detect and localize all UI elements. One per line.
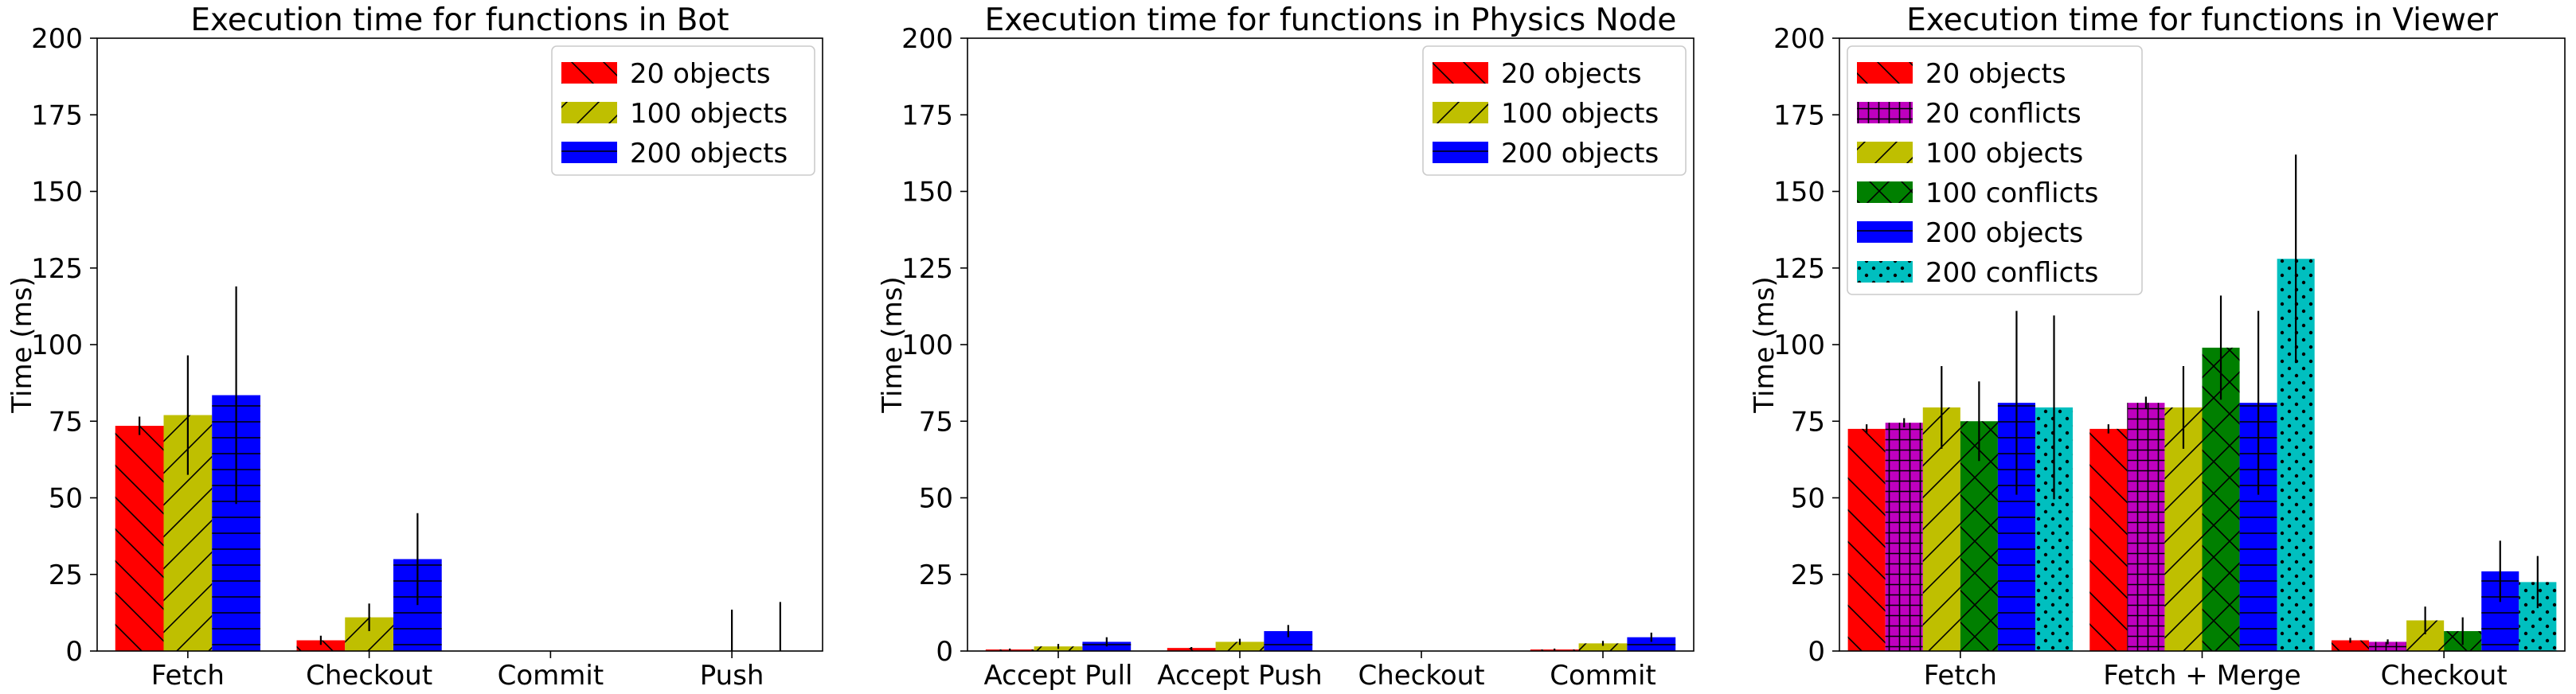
chart-title: Execution time for functions in Viewer xyxy=(1906,2,2499,38)
legend-swatch-hatch xyxy=(1433,142,1488,163)
legend-swatch-hatch xyxy=(1857,181,1913,203)
y-tick-label: 50 xyxy=(919,483,953,515)
chart-panel-3: Execution time for functions in Viewer Ti… xyxy=(1749,2,2566,692)
y-tick-label: 125 xyxy=(901,253,953,285)
x-tick-label: Accept Pull xyxy=(983,660,1132,692)
y-tick-label: 25 xyxy=(49,559,83,591)
y-tick-label: 175 xyxy=(901,99,953,131)
y-tick-label: 0 xyxy=(65,636,83,668)
legend-swatch-hatch xyxy=(1433,62,1488,84)
y-tick-label: 100 xyxy=(31,329,83,361)
chart-title: Execution time for functions in Physics … xyxy=(985,2,1677,38)
y-tick-label: 200 xyxy=(1773,23,1825,55)
bar-fetch-20-objects-hatch xyxy=(115,426,164,651)
legend: 20 objects 100 objects 200 objects xyxy=(551,45,815,176)
legend-swatch-hatch xyxy=(1857,102,1913,123)
bar-accept-push-20-objects-hatch xyxy=(1167,648,1216,651)
y-tick-label: 50 xyxy=(49,483,83,515)
y-tick-label: 75 xyxy=(49,406,83,438)
legend-swatch-hatch xyxy=(1433,102,1488,123)
x-tick-label: Fetch + Merge xyxy=(2103,660,2300,692)
chart-panel-2: Execution time for functions in Physics … xyxy=(877,2,1695,692)
y-tick-label: 75 xyxy=(919,406,953,438)
y-tick-label: 75 xyxy=(1791,406,1825,438)
y-tick-label: 150 xyxy=(901,177,953,209)
y-tick-label: 125 xyxy=(1773,253,1825,285)
legend-label: 200 conflicts xyxy=(1925,257,2098,289)
legend-box xyxy=(551,45,815,176)
y-tick-label: 100 xyxy=(1773,329,1825,361)
x-tick-label: Push xyxy=(700,660,764,692)
x-tick-label: Commit xyxy=(498,660,604,692)
bar-fetch-20-conflicts-hatch xyxy=(1885,423,1923,651)
y-tick-label: 200 xyxy=(901,23,953,55)
x-tick-label: Fetch xyxy=(151,660,225,692)
legend-swatch-hatch xyxy=(1857,221,1913,243)
legend-label: 20 objects xyxy=(1501,58,1642,90)
bar-checkout-20-objects-hatch xyxy=(296,640,346,651)
bar-fetch-merge-20-conflicts-hatch xyxy=(2127,403,2165,651)
x-tick-label: Checkout xyxy=(306,660,432,692)
y-tick-label: 0 xyxy=(936,636,953,668)
y-tick-label: 200 xyxy=(31,23,83,55)
legend-label: 100 objects xyxy=(1925,138,2083,170)
legend-label: 20 objects xyxy=(1925,58,2066,90)
legend-label: 20 objects xyxy=(630,58,771,90)
y-tick-label: 50 xyxy=(1791,483,1825,515)
legend-label: 100 objects xyxy=(630,98,788,130)
y-axis-label: Time (ms) xyxy=(877,276,909,413)
y-axis-label: Time (ms) xyxy=(6,276,38,413)
legend-swatch-hatch xyxy=(561,102,617,123)
legend-label: 20 conflicts xyxy=(1925,98,2082,130)
y-tick-label: 150 xyxy=(1773,177,1825,209)
legend: 20 objects 20 conflicts 100 objects 100 con… xyxy=(1847,45,2143,295)
legend-swatch-hatch xyxy=(1857,142,1913,163)
legend-swatch-hatch xyxy=(1857,261,1913,283)
legend-box xyxy=(1847,45,2143,295)
legend-label: 100 objects xyxy=(1501,98,1659,130)
y-tick-label: 0 xyxy=(1808,636,1825,668)
y-tick-label: 175 xyxy=(31,99,83,131)
y-tick-label: 125 xyxy=(31,253,83,285)
y-tick-label: 150 xyxy=(31,177,83,209)
x-tick-label: Fetch xyxy=(1924,660,1997,692)
x-tick-label: Commit xyxy=(1550,660,1656,692)
y-tick-label: 100 xyxy=(901,329,953,361)
legend-box xyxy=(1422,45,1687,176)
y-tick-label: 25 xyxy=(1791,559,1825,591)
x-tick-label: Checkout xyxy=(2381,660,2508,692)
bar-checkout-20-objects-hatch xyxy=(2331,640,2370,651)
bar-commit-200-objects-hatch xyxy=(1627,637,1676,651)
legend: 20 objects 100 objects 200 objects xyxy=(1422,45,1687,176)
bar-checkout-20-conflicts-hatch xyxy=(2369,641,2407,651)
legend-swatch-hatch xyxy=(561,62,617,84)
legend-label: 200 objects xyxy=(630,138,788,170)
legend-swatch-hatch xyxy=(1857,62,1913,84)
legend-label: 200 objects xyxy=(1501,138,1659,170)
legend-swatch-hatch xyxy=(561,142,617,163)
legend-label: 100 conflicts xyxy=(1925,177,2098,209)
bar-accept-push-100-objects-hatch xyxy=(1215,641,1265,651)
y-axis-label: Time (ms) xyxy=(1749,276,1781,413)
y-tick-label: 25 xyxy=(919,559,953,591)
y-tick-label: 175 xyxy=(1773,99,1825,131)
legend-label: 200 objects xyxy=(1925,217,2083,249)
x-tick-label: Accept Push xyxy=(1157,660,1322,692)
chart-panel-1: Execution time for functions in Bot Time … xyxy=(6,2,823,692)
chart-title: Execution time for functions in Bot xyxy=(190,2,729,38)
x-tick-label: Checkout xyxy=(1358,660,1484,692)
bar-fetch-merge-20-objects-hatch xyxy=(2089,428,2128,651)
bar-fetch-20-objects-hatch xyxy=(1847,428,1886,651)
bar-commit-100-objects-hatch xyxy=(1578,643,1628,651)
